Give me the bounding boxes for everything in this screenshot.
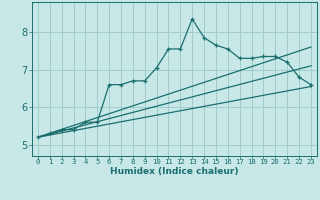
- X-axis label: Humidex (Indice chaleur): Humidex (Indice chaleur): [110, 167, 239, 176]
